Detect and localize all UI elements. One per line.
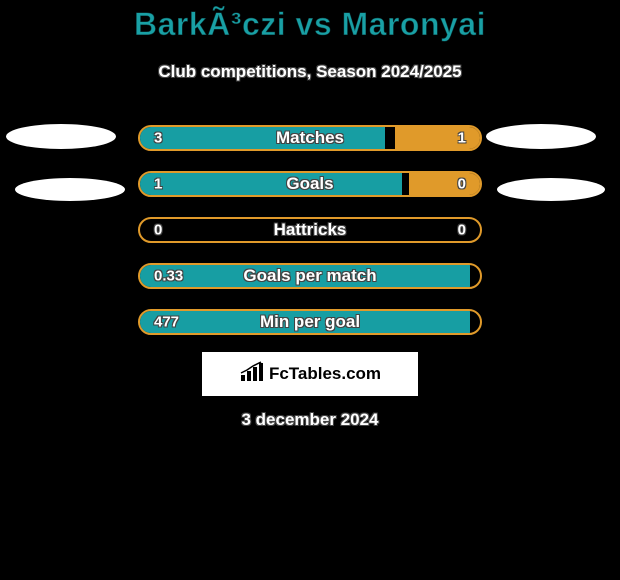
- date-text: 3 december 2024: [0, 410, 620, 430]
- stat-row: Matches3 1: [138, 125, 482, 151]
- stat-value-left: 477: [154, 314, 179, 331]
- stat-value-right: 0: [458, 176, 466, 193]
- decoration-ellipse: [497, 178, 605, 201]
- decoration-ellipse: [15, 178, 125, 201]
- subtitle: Club competitions, Season 2024/2025: [0, 62, 620, 82]
- page-title: BarkÃ³czi vs Maronyai: [0, 6, 620, 43]
- stat-value-left: 3: [154, 130, 162, 147]
- stat-value-left: 0.33: [154, 268, 183, 285]
- bar-chart-icon: [239, 361, 265, 388]
- stat-row: Goals1 0: [138, 171, 482, 197]
- stat-value-right: 1: [458, 130, 466, 147]
- stat-value-left: 1: [154, 176, 162, 193]
- stat-row: Goals per match0.33: [138, 263, 482, 289]
- stat-label: Hattricks: [140, 220, 480, 240]
- stat-row: Min per goal477: [138, 309, 482, 335]
- decoration-ellipse: [486, 124, 596, 149]
- stat-label: Matches: [140, 128, 480, 148]
- stat-label: Min per goal: [140, 312, 480, 332]
- brand-text: FcTables.com: [269, 364, 381, 384]
- stat-label: Goals per match: [140, 266, 480, 286]
- brand-box: FcTables.com: [202, 352, 418, 396]
- stat-label: Goals: [140, 174, 480, 194]
- decoration-ellipse: [6, 124, 116, 149]
- stat-value-left: 0: [154, 222, 162, 239]
- stat-value-right: 0: [458, 222, 466, 239]
- stat-row: Hattricks0 0: [138, 217, 482, 243]
